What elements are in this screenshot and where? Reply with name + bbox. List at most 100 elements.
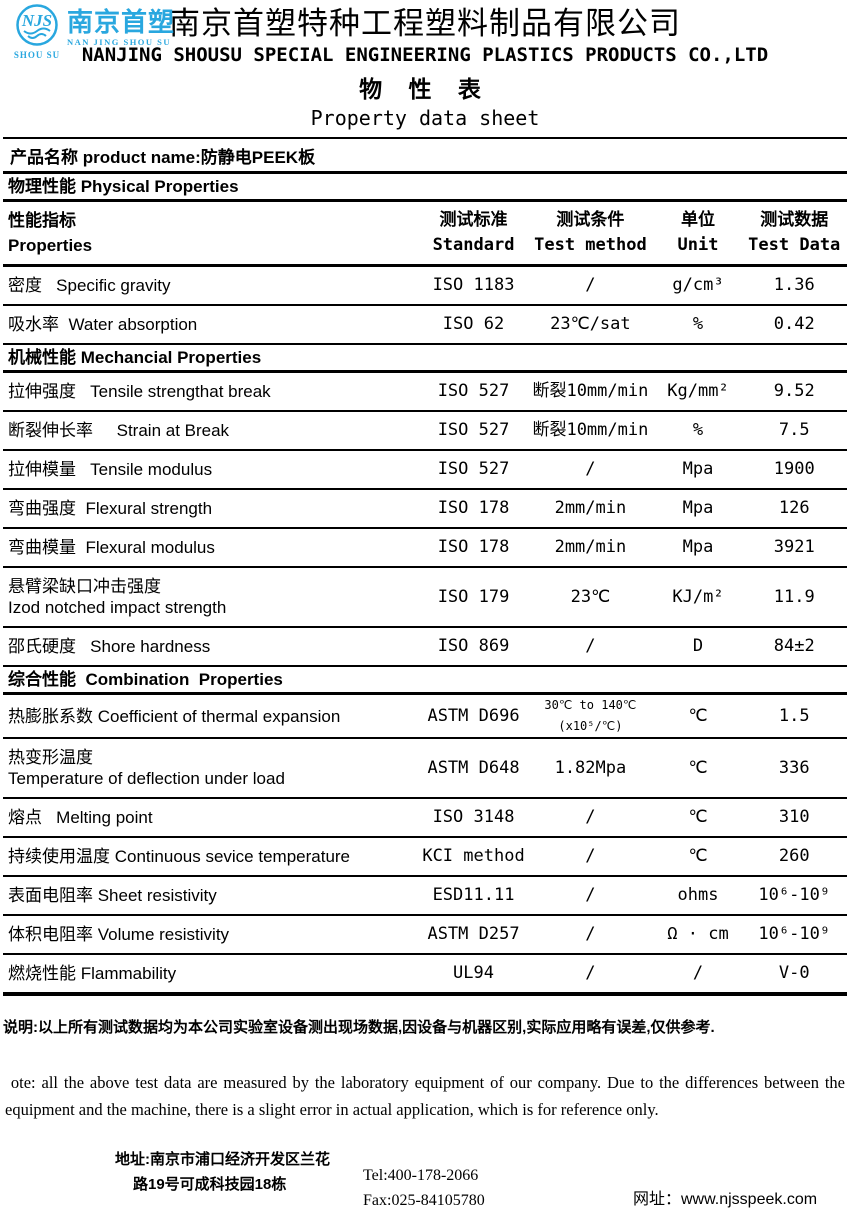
column-header: 测试条件 Test method [526, 200, 655, 267]
method-cell: 断裂10mm/min [526, 411, 655, 451]
property-cell: 邵氏硬度 Shore hardness [3, 627, 421, 667]
unit-cell: / [654, 954, 742, 996]
standard-cell: ISO 179 [420, 567, 527, 628]
data-cell: 7.5 [741, 411, 847, 451]
data-cell: 10⁶-10⁹ [741, 876, 847, 916]
company-logo-icon: NJS [16, 4, 58, 46]
data-cell: 9.52 [741, 371, 847, 412]
table-row: 热变形温度 Temperature of deflection under lo… [3, 738, 847, 799]
standard-cell: ESD11.11 [420, 876, 527, 916]
standard-cell: ISO 527 [420, 371, 527, 412]
section-row: 综合性能 Combination Properties [3, 666, 847, 695]
unit-cell: % [654, 305, 742, 345]
section-title: 物理性能 Physical Properties [3, 174, 847, 202]
table-row: 悬臂梁缺口冲击强度 Izod notched impact strength IS… [3, 567, 847, 628]
method-cell: / [526, 954, 655, 996]
method-cell: 断裂10mm/min [526, 371, 655, 412]
logo-name-en: NAN JING SHOU SU [67, 37, 172, 47]
property-cell: 表面电阻率 Sheet resistivity [3, 876, 421, 916]
property-cell: 吸水率 Water absorption [3, 305, 421, 345]
standard-cell: ISO 178 [420, 489, 527, 529]
section-title: 机械性能 Mechancial Properties [3, 344, 847, 373]
table-row: 拉伸强度 Tensile strengthat break ISO 527 断裂10… [3, 371, 847, 412]
table-row: 熔点 Melting point ISO 3148/℃ 310 [3, 798, 847, 838]
table-row: 燃烧性能 Flammability UL94// V-0 [3, 954, 847, 996]
table-row: 邵氏硬度 Shore hardness ISO 869/D 84±2 [3, 627, 847, 667]
unit-cell: ℃ [654, 738, 742, 799]
table-row: 表面电阻率 Sheet resistivity ESD11.11/ohms 10⁶-… [3, 876, 847, 916]
standard-cell: ISO 3148 [420, 798, 527, 838]
table-row: 断裂伸长率 Strain at Break ISO 527 断裂10mm/min% 7… [3, 411, 847, 451]
document-header: 南京首塑特种工程塑料制品有限公司 NANJING SHOUSU SPECIAL … [0, 0, 850, 131]
footer-tel: Tel:400-178-2066 [363, 1167, 479, 1184]
data-cell: 260 [741, 837, 847, 877]
unit-cell: Ω · cm [654, 915, 742, 955]
product-name-row: 产品名称 product name:防静电PEEK板 [3, 137, 847, 174]
standard-cell: ASTM D648 [420, 738, 527, 799]
standard-cell: ISO 869 [420, 627, 527, 667]
table-row: 弯曲模量 Flexural modulus ISO 178 2mm/min Mpa 39… [3, 528, 847, 568]
method-cell: / [526, 876, 655, 916]
standard-cell: ASTM D257 [420, 915, 527, 955]
unit-cell: ℃ [654, 798, 742, 838]
property-cell: 熔点 Melting point [3, 798, 421, 838]
table-row: 密度 Specific gravity ISO 1183/g/cm³ 1.36 [3, 265, 847, 306]
data-cell: 336 [741, 738, 847, 799]
column-header-row: 性能指标 Properties 测试标准 Standard 测试条件 Test me… [3, 200, 847, 267]
unit-cell: ohms [654, 876, 742, 916]
footer-fax: Fax:025-84105780 [363, 1192, 485, 1209]
footer-website: 网址：www.njsspeek.com [633, 1191, 818, 1208]
data-cell: 126 [741, 489, 847, 529]
svg-text:NJS: NJS [21, 11, 52, 30]
logo-wordmark: 南京首塑 NAN JING SHOU SU [67, 2, 175, 47]
method-cell: 2mm/min [526, 489, 655, 529]
property-cell: 热变形温度 Temperature of deflection under lo… [3, 738, 421, 799]
unit-cell: Mpa [654, 450, 742, 490]
method-cell: / [526, 627, 655, 667]
method-cell: / [526, 265, 655, 306]
footer-telfax: Tel:400-178-2066 Fax:025-84105780 [363, 1163, 485, 1213]
note-cn: 说明:以上所有测试数据均为本公司实验室设备测出现场数据,因设备与机器区别,实际应… [3, 1019, 715, 1036]
method-cell: 1.82Mpa [526, 738, 655, 799]
data-cell: 3921 [741, 528, 847, 568]
property-cell: 悬臂梁缺口冲击强度 Izod notched impact strength [3, 567, 421, 628]
standard-cell: ASTM D696 [420, 693, 527, 739]
table-row: 热膨胀系数 Coefficient of thermal expansion AS… [3, 693, 847, 739]
unit-cell: Kg/mm² [654, 371, 742, 412]
table-row: 持续使用温度 Continuous sevice temperature KCI … [3, 837, 847, 877]
standard-cell: ISO 1183 [420, 265, 527, 306]
unit-cell: g/cm³ [654, 265, 742, 306]
property-cell: 弯曲模量 Flexural modulus [3, 528, 421, 568]
property-cell: 持续使用温度 Continuous sevice temperature [3, 837, 421, 877]
unit-cell: % [654, 411, 742, 451]
property-cell: 热膨胀系数 Coefficient of thermal expansion [3, 693, 421, 739]
section-row: 物理性能 Physical Properties [3, 174, 847, 202]
data-cell: 0.42 [741, 305, 847, 345]
standard-cell: ISO 178 [420, 528, 527, 568]
property-cell: 断裂伸长率 Strain at Break [3, 411, 421, 451]
table-row: 弯曲强度 Flexural strength ISO 178 2mm/min Mpa 1… [3, 489, 847, 529]
standard-cell: KCI method [420, 837, 527, 877]
sheet-title-en: Property data sheet [310, 106, 540, 130]
property-cell: 拉伸模量 Tensile modulus [3, 450, 421, 490]
footer-address: 地址:南京市浦口经济开发区兰花 路19号可成科技园18栋 [115, 1147, 330, 1197]
company-logo: NJS SHOU SU 南京首塑 NAN JING SHOU SU [12, 2, 175, 60]
property-cell: 密度 Specific gravity [3, 265, 421, 306]
standard-cell: ISO 527 [420, 411, 527, 451]
table-row: 拉伸模量 Tensile modulus ISO 527/Mpa 1900 [3, 450, 847, 490]
section-title: 综合性能 Combination Properties [3, 666, 847, 695]
address-line-1: 地址:南京市浦口经济开发区兰花 [115, 1151, 330, 1168]
logo-shousu-text: SHOU SU [13, 50, 61, 60]
unit-cell: Mpa [654, 489, 742, 529]
method-cell: / [526, 450, 655, 490]
section-row: 机械性能 Mechancial Properties [3, 344, 847, 373]
standard-cell: UL94 [420, 954, 527, 996]
unit-cell: KJ/m² [654, 567, 742, 628]
column-header: 测试标准 Standard [420, 200, 527, 267]
company-name-cn: 南京首塑特种工程塑料制品有限公司 [169, 6, 681, 41]
column-header: 测试数据 Test Data [741, 200, 847, 267]
standard-cell: ISO 62 [420, 305, 527, 345]
method-cell: / [526, 837, 655, 877]
logo-badge: NJS SHOU SU [12, 2, 62, 60]
